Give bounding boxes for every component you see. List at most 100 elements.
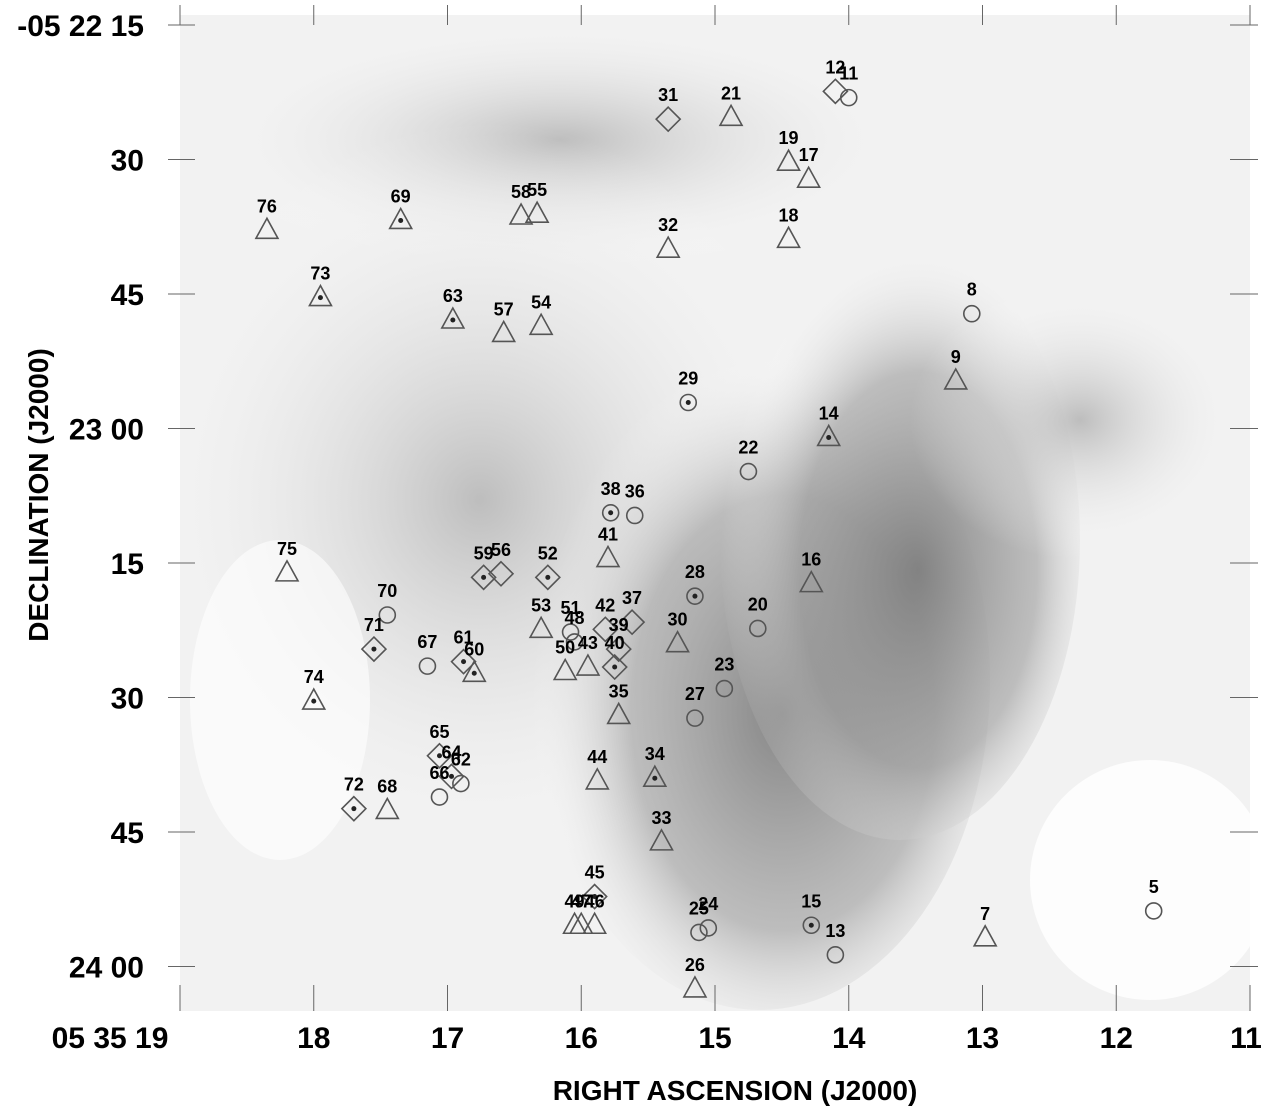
diamond-marker (340, 795, 368, 822)
triangle-marker (642, 764, 668, 788)
source-label: 24 (698, 894, 718, 914)
source-label: 51 (561, 598, 581, 618)
source-dot (612, 664, 618, 670)
source-label: 39 (609, 615, 629, 635)
triangle-marker (308, 283, 333, 307)
source-label: 48 (565, 608, 585, 628)
source-dot (685, 399, 691, 405)
triangle-marker (274, 559, 300, 582)
source-dot (652, 775, 658, 781)
source-dot (592, 894, 598, 900)
circle-marker (686, 709, 704, 727)
y-tick-label: 45 (111, 279, 144, 312)
triangle-marker (562, 911, 587, 935)
triangle-marker (655, 235, 681, 258)
source-label: 50 (555, 637, 575, 657)
source-label: 75 (277, 539, 297, 559)
source-label: 22 (738, 438, 758, 458)
source-label: 8 (967, 280, 977, 300)
triangle-marker (552, 657, 578, 681)
source-label: 29 (678, 368, 698, 388)
source-label: 60 (464, 639, 484, 659)
source-label: 49 (565, 891, 585, 911)
triangle-marker (649, 828, 674, 851)
diamond-marker (360, 635, 388, 663)
source-label: 9 (951, 347, 961, 367)
circle-marker (561, 623, 580, 641)
source-dot (436, 753, 442, 759)
circle-marker (601, 503, 620, 522)
source-label: 34 (645, 744, 665, 764)
source-dot (449, 773, 455, 779)
triangle-marker (254, 216, 280, 240)
source-label: 36 (625, 481, 645, 501)
source-label: 66 (429, 763, 449, 783)
triangle-marker (718, 103, 744, 127)
source-dot (450, 317, 456, 323)
source-dot (311, 698, 317, 704)
triangle-marker (665, 630, 690, 653)
y-tick-label: 30 (111, 683, 144, 716)
x-axis-title: RIGHT ASCENSION (J2000) (553, 1075, 918, 1106)
source-label: 21 (721, 83, 741, 103)
source-label: 33 (651, 808, 671, 828)
source-label: 12 (825, 57, 845, 77)
diamond-marker (581, 883, 608, 910)
source-label: 73 (310, 264, 330, 284)
source-dot (608, 510, 614, 516)
triangle-marker (575, 653, 601, 676)
triangle-marker (943, 367, 969, 390)
circle-marker (452, 774, 470, 793)
source-dot (826, 434, 832, 440)
triangle-marker (461, 659, 487, 683)
triangle-marker (582, 911, 607, 935)
source-label: 44 (587, 747, 607, 767)
circle-marker (715, 679, 734, 698)
source-label: 68 (377, 776, 397, 796)
triangle-marker (796, 165, 821, 189)
source-label: 62 (451, 750, 471, 770)
diamond-marker (655, 106, 682, 133)
circle-marker (739, 462, 758, 481)
circle-marker (699, 919, 718, 937)
source-dot (371, 646, 377, 652)
x-tick-label: 18 (297, 1022, 330, 1055)
diamond-marker (450, 648, 477, 675)
x-tick-label: 11 (1230, 1022, 1262, 1055)
circle-marker (690, 923, 708, 942)
y-tick-label: 15 (111, 548, 144, 581)
triangle-marker (682, 975, 708, 998)
y-tick-label: -05 22 15 (17, 10, 144, 43)
source-label: 63 (443, 286, 463, 306)
triangle-marker (301, 687, 327, 710)
source-label: 69 (391, 186, 411, 206)
x-tick-label: 13 (966, 1022, 999, 1055)
y-tick-label: 24 00 (69, 952, 144, 985)
diamond-marker (822, 78, 849, 105)
source-label: 26 (685, 955, 705, 975)
diamond-marker (618, 609, 646, 636)
source-label: 74 (304, 667, 324, 687)
source-label: 64 (441, 742, 461, 762)
circle-marker (625, 506, 644, 525)
triangle-marker (816, 423, 842, 447)
source-label: 38 (601, 479, 621, 499)
source-label: 67 (417, 632, 437, 652)
source-label: 15 (801, 891, 821, 911)
circle-marker (378, 606, 397, 624)
diamond-marker (534, 564, 561, 591)
source-labels: 5789111213141516171819202122232425262728… (257, 57, 1159, 975)
source-label: 59 (474, 543, 494, 563)
source-dot (545, 574, 551, 580)
triangle-marker (374, 796, 400, 820)
y-tick-labels: -05 22 15 30 45 23 00 15 30 45 24 00 (17, 10, 144, 985)
circle-marker (430, 788, 449, 806)
y-axis-title: DECLINATION (J2000) (23, 348, 54, 642)
source-dot (808, 922, 814, 928)
source-label: 45 (585, 863, 605, 883)
nebula-background (180, 15, 1250, 1011)
source-label: 40 (605, 633, 625, 653)
triangle-marker (798, 569, 824, 593)
source-label: 76 (257, 196, 277, 216)
